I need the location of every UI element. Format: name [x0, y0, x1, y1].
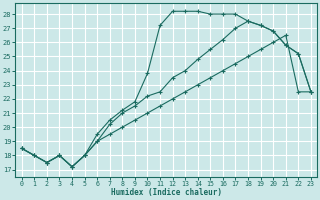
X-axis label: Humidex (Indice chaleur): Humidex (Indice chaleur)	[111, 188, 222, 197]
